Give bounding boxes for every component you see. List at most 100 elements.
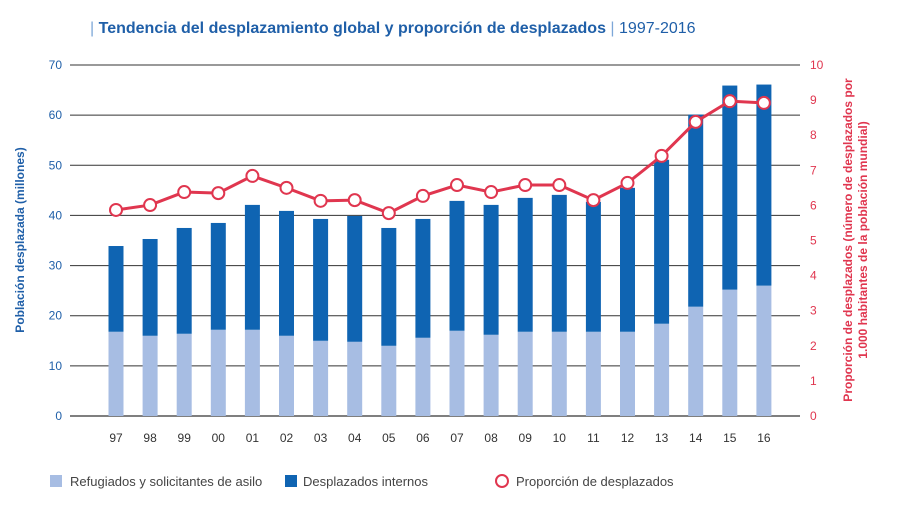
ratio-point	[450, 178, 464, 193]
bar-refugiados	[722, 289, 738, 416]
bar-refugiados	[279, 335, 294, 416]
ratio-point	[586, 193, 601, 208]
x-tick-label: 01	[246, 431, 260, 445]
ratio-point	[347, 193, 362, 208]
bar-desplazados-internos	[415, 218, 431, 338]
ratio-point	[313, 193, 328, 208]
bar-desplazados-internos	[176, 227, 192, 334]
y2-tick-label: 7	[810, 163, 817, 177]
bar-desplazados-internos	[551, 194, 567, 332]
ratio-point	[109, 202, 123, 217]
ratio-point	[688, 114, 703, 129]
legend-label-proporcion: Proporción de desplazados	[516, 474, 674, 489]
bar-desplazados-internos	[244, 204, 260, 330]
x-tick-label: 04	[348, 431, 362, 445]
bar-desplazados-internos	[483, 204, 499, 335]
x-tick-label: 07	[450, 431, 464, 445]
y2-tick-label: 5	[810, 234, 817, 248]
x-tick-label: 06	[416, 431, 430, 445]
x-tick-label: 05	[382, 431, 396, 445]
bar-desplazados-internos	[381, 227, 397, 346]
bar-refugiados	[483, 334, 499, 416]
y-tick-label: 10	[49, 359, 63, 373]
ratio-point	[484, 185, 499, 200]
bar-desplazados-internos	[313, 218, 329, 341]
bar-refugiados	[620, 331, 635, 416]
ratio-point	[245, 168, 260, 183]
x-tick-label: 00	[212, 431, 226, 445]
ratio-point	[143, 198, 158, 213]
bar-desplazados-internos	[654, 159, 670, 324]
bar-refugiados	[517, 331, 533, 416]
y2-tick-label: 3	[810, 304, 817, 318]
ratio-point	[518, 178, 533, 193]
x-tick-label: 09	[519, 431, 533, 445]
x-tick-label: 08	[484, 431, 498, 445]
bar-refugiados	[381, 345, 397, 416]
chart-title: | Tendencia del desplazamiento global y …	[90, 20, 696, 37]
bar-refugiados	[551, 331, 567, 416]
bar-refugiados	[415, 337, 431, 416]
ratio-point	[177, 185, 192, 200]
legend-swatch-proporcion	[495, 474, 509, 488]
y-tick-label: 50	[49, 158, 63, 172]
bar-desplazados-internos	[756, 84, 772, 286]
ratio-point	[415, 188, 430, 203]
bar-desplazados-internos	[722, 85, 738, 290]
bar-refugiados	[142, 335, 158, 416]
x-tick-label: 14	[689, 431, 703, 445]
y-tick-label: 60	[49, 108, 63, 122]
bar-desplazados-internos	[279, 210, 294, 336]
y2-axis-label-line1: Proporción de desplazados (número de des…	[841, 78, 855, 402]
y2-tick-label: 1	[810, 374, 817, 388]
ratio-point	[381, 206, 396, 221]
ratio-point	[722, 94, 737, 109]
bar-refugiados	[313, 340, 329, 416]
ratio-point	[756, 95, 771, 110]
bar-refugiados	[688, 306, 704, 416]
ratio-point	[620, 175, 635, 190]
bar-refugiados	[449, 330, 465, 416]
chart-subtitle: 1997-2016	[619, 20, 696, 37]
bar-refugiados	[176, 333, 192, 416]
x-tick-label: 16	[757, 431, 771, 445]
y2-tick-label: 9	[810, 93, 817, 107]
y2-axis-label-line2: 1.000 habitantes de la población mundial…	[856, 121, 870, 358]
bar-refugiados	[585, 331, 601, 416]
y-tick-label: 30	[49, 259, 63, 273]
bar-desplazados-internos	[688, 114, 704, 307]
x-tick-label: 02	[280, 431, 294, 445]
ratio-point	[654, 148, 669, 163]
y2-tick-label: 10	[810, 58, 824, 72]
bar-desplazados-internos	[347, 215, 363, 342]
bar-desplazados-internos	[620, 187, 635, 332]
x-tick-label: 10	[553, 431, 567, 445]
bar-refugiados	[347, 341, 363, 416]
x-tick-label: 97	[109, 431, 123, 445]
x-tick-label: 13	[655, 431, 669, 445]
y-tick-label: 40	[49, 208, 63, 222]
bar-desplazados-internos	[210, 222, 226, 330]
bar-desplazados-internos	[108, 246, 124, 332]
legend-label-refugiados: Refugiados y solicitantes de asilo	[70, 474, 262, 489]
legend-swatch-refugiados	[50, 475, 62, 487]
ratio-point	[279, 180, 294, 195]
x-tick-label: 12	[621, 431, 635, 445]
bar-desplazados-internos	[449, 200, 465, 331]
y2-tick-label: 2	[810, 339, 817, 353]
legend-swatch-desplazados-internos	[285, 475, 297, 487]
ratio-point	[211, 186, 226, 201]
y2-tick-label: 4	[810, 269, 817, 283]
y2-tick-label: 0	[810, 409, 817, 423]
bar-refugiados	[654, 323, 670, 416]
x-tick-label: 98	[143, 431, 157, 445]
x-tick-label: 11	[587, 431, 600, 445]
bar-desplazados-internos	[517, 197, 533, 332]
y2-tick-label: 6	[810, 198, 817, 212]
y-tick-label: 20	[49, 309, 63, 323]
bar-refugiados	[756, 285, 772, 416]
bar-refugiados	[244, 329, 260, 416]
ratio-point	[552, 178, 567, 193]
x-tick-label: 15	[723, 431, 737, 445]
